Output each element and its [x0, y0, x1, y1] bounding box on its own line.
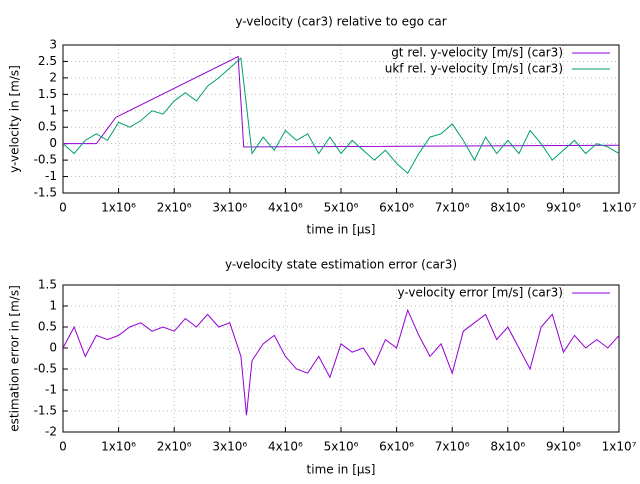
- x-tick-label: 2x10⁶: [157, 201, 192, 215]
- x-tick-label: 4x10⁶: [268, 201, 303, 215]
- x-axis-label: time in [µs]: [307, 223, 376, 237]
- y-tick-label: 0.5: [38, 120, 57, 134]
- y-tick-label: 2: [49, 70, 57, 84]
- y-axis-label: y-velocity in [m/s]: [8, 65, 22, 173]
- y-tick-label: 0: [49, 341, 57, 355]
- x-tick-label: 5x10⁶: [324, 440, 359, 454]
- y-tick-label: 0: [49, 136, 57, 150]
- x-tick-label: 5x10⁶: [324, 201, 359, 215]
- y-tick-label: -1.5: [34, 404, 57, 418]
- y-tick-label: -2: [45, 425, 57, 439]
- y-tick-label: -1.5: [34, 186, 57, 200]
- x-tick-label: 7x10⁶: [435, 440, 470, 454]
- y-tick-label: 3: [49, 38, 57, 52]
- x-tick-label: 1x10⁶: [101, 201, 136, 215]
- y-tick-label: 1.5: [38, 278, 57, 292]
- y-tick-label: -0.5: [34, 153, 57, 167]
- x-tick-label: 2x10⁶: [157, 440, 192, 454]
- y-tick-label: -1: [45, 169, 57, 183]
- y-tick-label: 1: [49, 299, 57, 313]
- plot-frame: [62, 284, 620, 433]
- x-tick-label: 6x10⁶: [379, 440, 414, 454]
- y-tick-label: -0.5: [34, 362, 57, 376]
- legend-label: ukf rel. y-velocity [m/s] (car3): [385, 62, 563, 76]
- x-tick-label: 7x10⁶: [435, 201, 470, 215]
- data-line: [63, 55, 620, 148]
- x-tick-label: 9x10⁶: [546, 201, 581, 215]
- y-tick-label: 1: [49, 103, 57, 117]
- x-tick-label: 0: [59, 440, 67, 454]
- x-axis-label: time in [µs]: [307, 463, 376, 477]
- x-tick-label: 1x10⁷: [602, 201, 637, 215]
- legend-label: y-velocity error [m/s] (car3): [397, 286, 563, 300]
- legend-label: gt rel. y-velocity [m/s] (car3): [391, 46, 563, 60]
- y-tick-label: 1.5: [38, 87, 57, 101]
- x-tick-label: 9x10⁶: [546, 440, 581, 454]
- chart-title: y-velocity (car3) relative to ego car: [235, 15, 446, 29]
- x-tick-label: 3x10⁶: [212, 440, 247, 454]
- x-tick-label: 1x10⁷: [602, 440, 637, 454]
- y-tick-label: 0.5: [38, 320, 57, 334]
- x-tick-label: 8x10⁶: [490, 440, 525, 454]
- x-tick-label: 4x10⁶: [268, 440, 303, 454]
- y-axis-label: estimation error in [m/s]: [8, 285, 22, 431]
- x-tick-label: 1x10⁶: [101, 440, 136, 454]
- plot-frame: [62, 44, 620, 194]
- x-tick-label: 6x10⁶: [379, 201, 414, 215]
- y-tick-label: -1: [45, 383, 57, 397]
- x-tick-label: 8x10⁶: [490, 201, 525, 215]
- data-line: [62, 57, 620, 175]
- data-line: [62, 308, 620, 416]
- chart-title: y-velocity state estimation error (car3): [225, 258, 457, 272]
- x-tick-label: 3x10⁶: [212, 201, 247, 215]
- x-tick-label: 0: [59, 201, 67, 215]
- y-tick-label: 2.5: [38, 54, 57, 68]
